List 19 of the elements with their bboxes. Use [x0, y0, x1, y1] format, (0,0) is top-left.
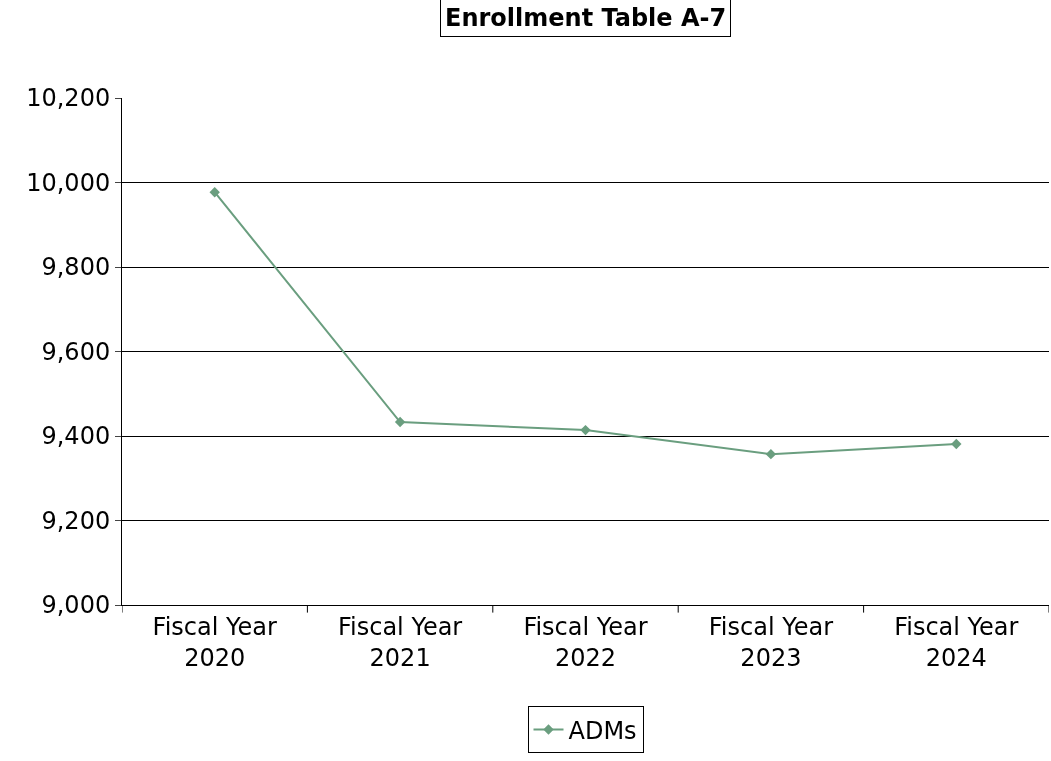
x-tick-label: Fiscal Year 2022: [523, 612, 648, 672]
point: [951, 438, 962, 450]
y-tick-label: 10,000: [26, 168, 111, 197]
x-tick-label: Fiscal Year 2024: [894, 612, 1019, 672]
y-tick-label: 10,200: [26, 84, 111, 113]
x-tick-label: Fiscal Year 2021: [337, 612, 463, 672]
chart-title: Enrollment Table A-7: [445, 4, 727, 32]
y-tick-label: 9,200: [41, 506, 111, 535]
y-tick-label: 9,000: [41, 591, 111, 620]
y-tick-label: 9,800: [41, 253, 111, 282]
x-tick-label: Fiscal Year 2023: [708, 612, 834, 672]
point: [580, 424, 591, 436]
point: [394, 416, 406, 428]
point: [765, 448, 777, 460]
point: [209, 187, 220, 198]
legend-label: ADMs: [568, 716, 637, 745]
y-tick-label: 9,600: [41, 337, 111, 366]
x-tick-label: Fiscal Year 2020: [152, 612, 277, 672]
y-tick-label: 9,400: [41, 422, 111, 451]
